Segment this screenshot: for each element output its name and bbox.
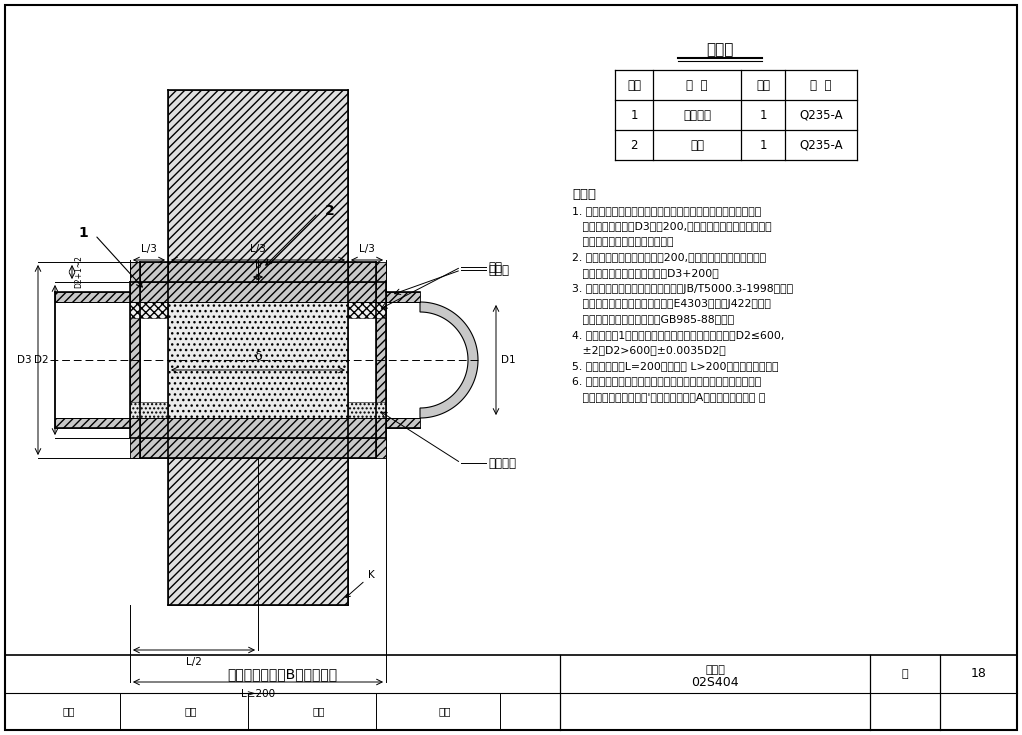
Text: D2: D2: [34, 355, 48, 365]
Text: 1: 1: [631, 109, 638, 121]
Text: 设计: 设计: [438, 706, 451, 716]
Text: 02S404: 02S404: [691, 675, 739, 689]
Text: 6. 当用于饮用水水池安装时，应在石棉水泥与水接触侧嵌填无毒: 6. 当用于饮用水水池安装时，应在石棉水泥与水接触侧嵌填无毒: [572, 376, 761, 387]
Bar: [130, 302, 168, 318]
Text: 围应比翼环直径（D3）大200,而且必须将套管一次浇固于墙: 围应比翼环直径（D3）大200,而且必须将套管一次浇固于墙: [572, 221, 772, 232]
Text: 2: 2: [325, 204, 335, 218]
Bar: [168, 90, 349, 282]
Text: L≥200: L≥200: [241, 689, 275, 699]
Text: 坡口的基本形式与尺寸按照GB985-88执行．: 坡口的基本形式与尺寸按照GB985-88执行．: [572, 315, 734, 324]
Text: Q235-A: Q235-A: [799, 109, 843, 121]
Text: 1: 1: [759, 138, 766, 151]
Text: 序号: 序号: [628, 79, 641, 91]
Text: 说明：: 说明：: [572, 188, 596, 201]
Bar: [376, 262, 386, 458]
Text: 2: 2: [631, 138, 638, 151]
Text: D2+1~2: D2+1~2: [74, 256, 83, 288]
Bar: [140, 438, 376, 458]
Text: 审定: 审定: [312, 706, 325, 716]
Text: 名  称: 名 称: [686, 79, 708, 91]
Text: 1. 套管穿墙处如遇非混凝土墙壁时，应改用混凝土墙壁，其浇注: 1. 套管穿墙处如遇非混凝土墙壁时，应改用混凝土墙壁，其浇注: [572, 206, 761, 216]
Bar: [130, 262, 140, 458]
Text: 内．套管内的填料应紧密捣实。: 内．套管内的填料应紧密捣实。: [572, 237, 673, 247]
Text: 1: 1: [78, 226, 88, 240]
Text: 刚性防水套管（B型）安装图: 刚性防水套管（B型）安装图: [228, 667, 337, 681]
Text: 厚．加厚部分的直径至少应为D3+200．: 厚．加厚部分的直径至少应为D3+200．: [572, 268, 718, 278]
Text: 密封膏，做法见本图集'刚性防水套管（A型）安装图（二） ．: 密封膏，做法见本图集'刚性防水套管（A型）安装图（二） ．: [572, 392, 765, 402]
Bar: [386, 418, 420, 428]
Text: δ: δ: [254, 350, 262, 363]
Text: D1: D1: [501, 355, 516, 365]
Text: L/3: L/3: [141, 244, 157, 254]
Polygon shape: [420, 302, 478, 418]
Bar: [130, 402, 168, 418]
Text: 3. 焊接结构尺寸公差与形位公差按照JB/T5000.3-1998执行．: 3. 焊接结构尺寸公差与形位公差按照JB/T5000.3-1998执行．: [572, 284, 793, 293]
Text: ±2，D2>600，±0.0035D2．: ±2，D2>600，±0.0035D2．: [572, 345, 726, 356]
Bar: [55, 292, 130, 302]
Bar: [349, 302, 386, 318]
Text: 石棉水泥: 石棉水泥: [487, 456, 516, 470]
Text: 材  料: 材 料: [810, 79, 832, 91]
Text: 图集号: 图集号: [705, 665, 725, 675]
Text: 页: 页: [901, 669, 909, 678]
Bar: [130, 282, 386, 302]
Text: 审核: 审核: [62, 706, 75, 716]
Bar: [140, 262, 376, 282]
Bar: [55, 418, 130, 428]
Text: b: b: [254, 260, 262, 270]
Text: 校对: 校对: [184, 706, 196, 716]
Text: 材料表: 材料表: [706, 42, 734, 57]
Bar: [130, 418, 386, 438]
Text: K: K: [345, 570, 375, 598]
Bar: [386, 292, 420, 302]
Text: L/3: L/3: [359, 244, 375, 254]
Text: 18: 18: [971, 667, 986, 681]
Bar: [168, 302, 349, 418]
Text: D3: D3: [16, 355, 32, 365]
Text: L/3: L/3: [250, 244, 266, 254]
Text: 5. 套管的重量以L=200计算，当 L>200时，应另行计算．: 5. 套管的重量以L=200计算，当 L>200时，应另行计算．: [572, 361, 779, 371]
Text: 4. 当套管（件1）采用卷制成型时，周长允许偏差为：D2≤600,: 4. 当套管（件1）采用卷制成型时，周长允许偏差为：D2≤600,: [572, 330, 784, 340]
Text: 铸铁管: 铸铁管: [487, 264, 509, 276]
Text: 数量: 数量: [756, 79, 770, 91]
Text: 1: 1: [759, 109, 766, 121]
Text: 油麻: 油麻: [487, 260, 502, 273]
Text: 焊接采用手工电弧焊，焊条型号E4303，牌号J422．焊缝: 焊接采用手工电弧焊，焊条型号E4303，牌号J422．焊缝: [572, 299, 771, 309]
Text: 翼环: 翼环: [690, 138, 704, 151]
Text: 钢制套管: 钢制套管: [683, 109, 711, 121]
Bar: [168, 438, 349, 605]
Text: Q235-A: Q235-A: [799, 138, 843, 151]
Text: 2. 穿管处混凝土墙厚应不小于200,否则应使墙壁一边或两边加: 2. 穿管处混凝土墙厚应不小于200,否则应使墙壁一边或两边加: [572, 253, 766, 262]
Bar: [349, 402, 386, 418]
Text: L/2: L/2: [186, 657, 202, 667]
